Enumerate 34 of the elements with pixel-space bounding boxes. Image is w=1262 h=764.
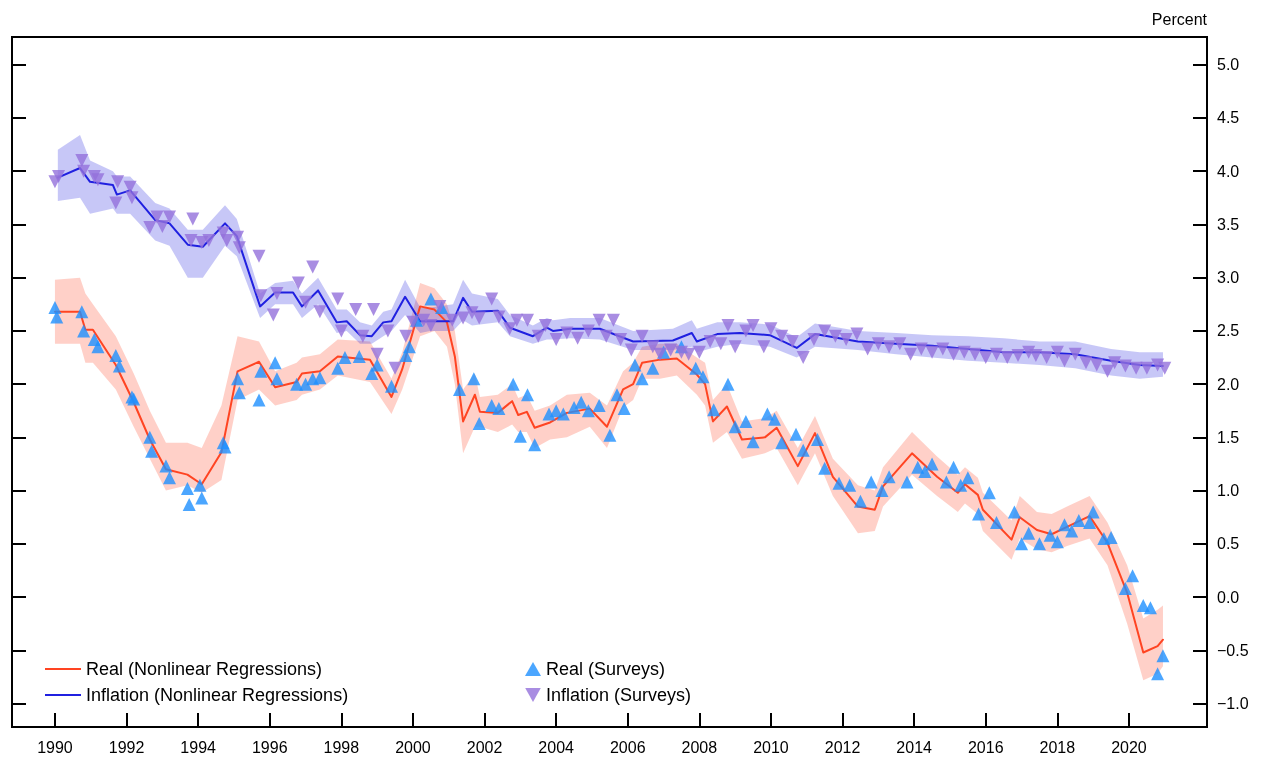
- y-tick-label: 1.5: [1217, 428, 1240, 446]
- y-tick-label: 2.0: [1217, 375, 1240, 393]
- x-tick-label: 1998: [323, 738, 360, 756]
- y-tick-label: 0.5: [1217, 535, 1240, 553]
- y-tick-label: 3.5: [1217, 215, 1240, 233]
- y-tick-label: 3.0: [1217, 269, 1240, 287]
- x-tick-label: 2020: [1111, 738, 1147, 756]
- x-tick-label: 1990: [37, 738, 73, 756]
- y-tick-label: 4.0: [1217, 162, 1240, 180]
- y-tick-label: 2.5: [1217, 322, 1240, 340]
- x-tick-label: 1994: [180, 738, 217, 756]
- x-tick-label: 1992: [108, 738, 145, 756]
- x-tick-label: 2010: [753, 738, 789, 756]
- x-tick-label: 2018: [1039, 738, 1076, 756]
- x-tick-label: 1996: [251, 738, 288, 756]
- y-tick-label: −0.5: [1217, 641, 1249, 659]
- y-tick-label: 1.0: [1217, 482, 1240, 500]
- y-axis-title: Percent: [1151, 10, 1208, 28]
- y-tick-label: 5.0: [1217, 56, 1240, 74]
- x-tick-label: 2000: [395, 738, 431, 756]
- legend-label: Inflation (Surveys): [546, 685, 692, 705]
- y-tick-label: 4.5: [1217, 109, 1240, 127]
- legend-label: Real (Surveys): [546, 659, 666, 679]
- x-tick-label: 2002: [466, 738, 503, 756]
- y-tick-label: −1.0: [1217, 695, 1249, 713]
- y-tick-label: 0.0: [1217, 588, 1240, 606]
- x-tick-label: 2012: [824, 738, 861, 756]
- x-tick-label: 2004: [538, 738, 575, 756]
- x-tick-label: 2014: [896, 738, 933, 756]
- legend-label: Inflation (Nonlinear Regressions): [86, 685, 349, 705]
- x-tick-label: 2006: [609, 738, 646, 756]
- x-tick-label: 2016: [967, 738, 1004, 756]
- legend-label: Real (Nonlinear Regressions): [86, 659, 323, 679]
- x-tick-label: 2008: [681, 738, 718, 756]
